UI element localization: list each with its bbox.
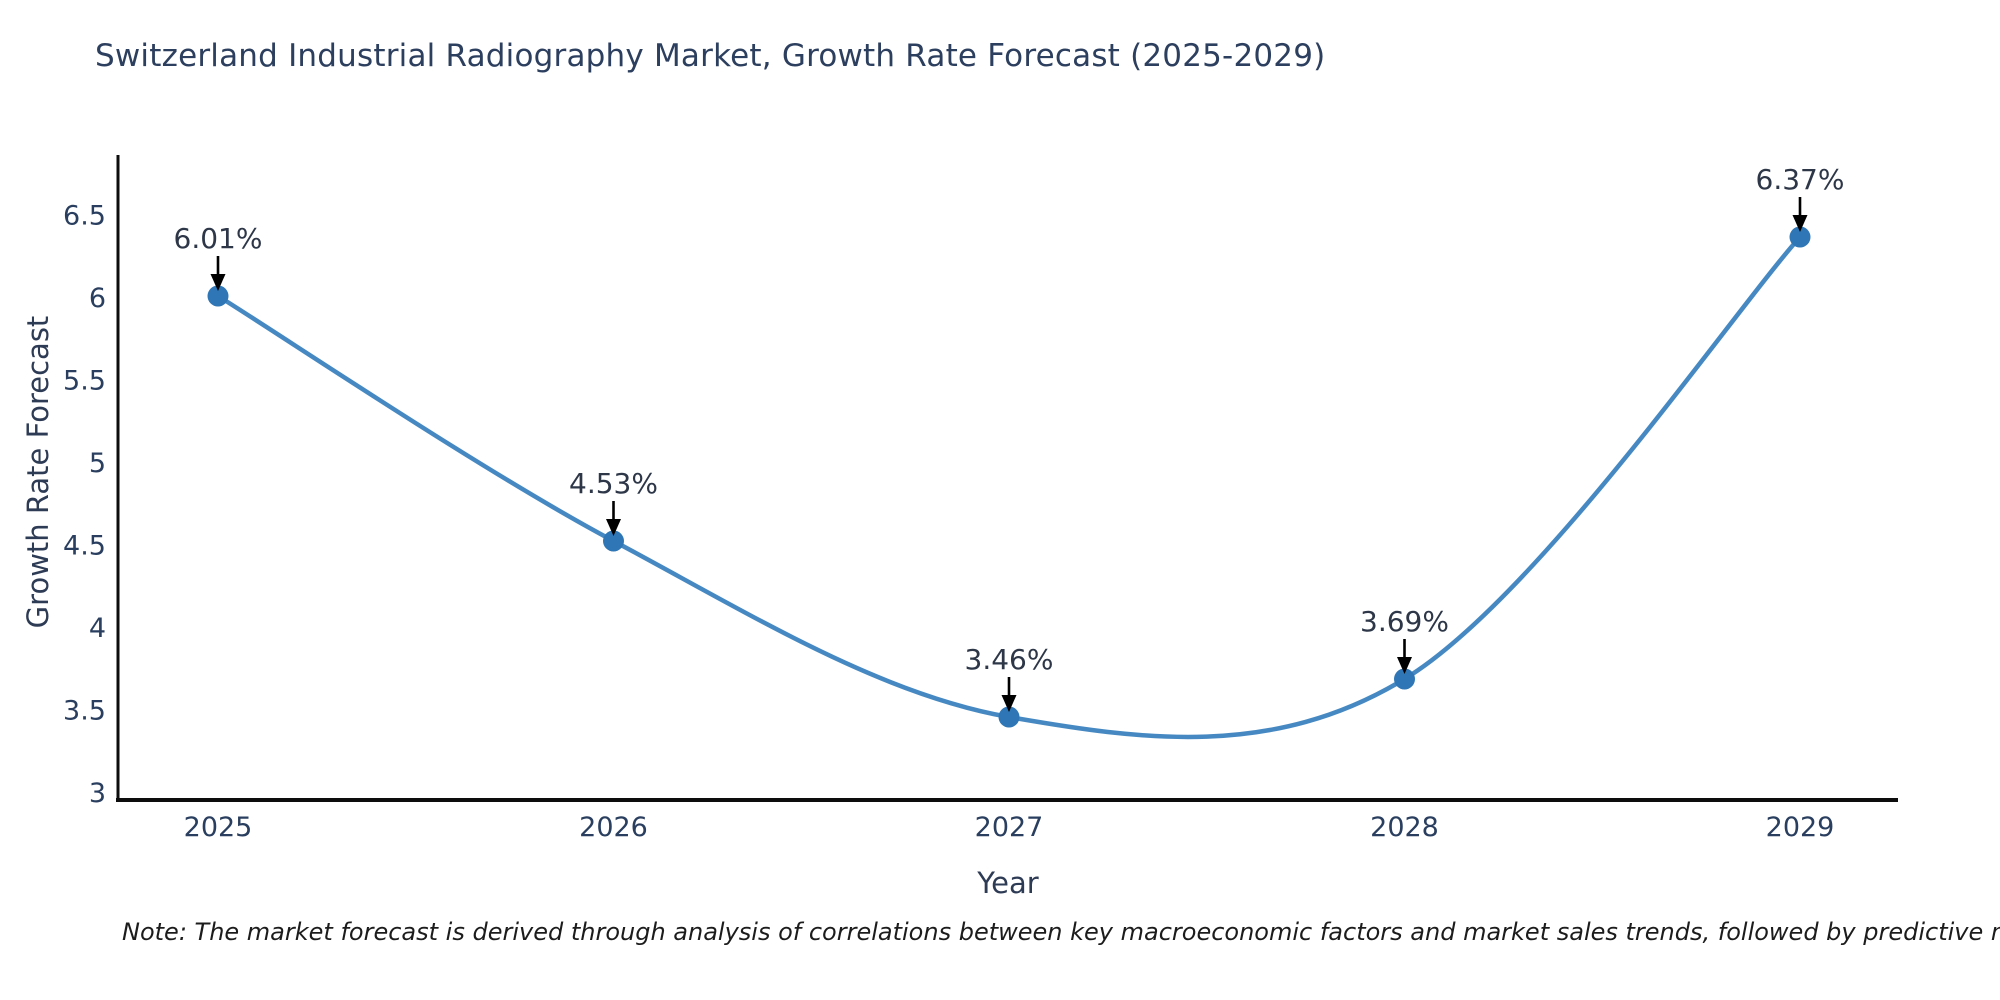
annotation-arrowhead-icon [606, 519, 621, 536]
x-tick-label: 2027 [975, 812, 1044, 843]
data-point-label: 6.37% [1756, 163, 1845, 196]
y-tick-label: 3 [89, 778, 106, 809]
chart-title: Switzerland Industrial Radiography Marke… [95, 38, 1326, 74]
chart-note: Note: The market forecast is derived thr… [122, 918, 2000, 946]
annotation-arrowhead-icon [1397, 657, 1412, 674]
annotation-arrowhead-icon [1001, 695, 1017, 712]
y-tick-label: 5 [89, 448, 106, 479]
y-tick-label: 5.5 [63, 366, 106, 397]
x-tick-label: 2028 [1370, 812, 1439, 843]
x-tick-label: 2029 [1766, 812, 1835, 843]
y-axis-title: Growth Rate Forecast [21, 315, 55, 629]
data-point-label: 3.69% [1360, 605, 1449, 638]
x-tick-label: 2025 [184, 812, 253, 843]
data-point-marker[interactable] [998, 706, 1020, 728]
annotation-arrowhead-icon [1792, 215, 1808, 232]
y-tick-label: 6 [89, 283, 106, 314]
data-point-label: 6.01% [174, 222, 263, 255]
x-tick-label: 2026 [579, 812, 648, 843]
data-point-label: 4.53% [569, 467, 658, 500]
data-point-label: 3.46% [965, 643, 1054, 676]
y-tick-label: 4 [89, 613, 106, 644]
data-point-marker[interactable] [1789, 226, 1811, 248]
data-point-marker[interactable] [207, 285, 229, 307]
data-point-marker[interactable] [1394, 668, 1415, 690]
annotation-arrowhead-icon [210, 274, 226, 291]
y-tick-label: 6.5 [63, 201, 106, 232]
y-tick-label: 3.5 [63, 696, 106, 727]
x-axis-title: Year [977, 866, 1039, 900]
y-tick-label: 4.5 [63, 531, 106, 562]
data-point-marker[interactable] [603, 530, 624, 552]
